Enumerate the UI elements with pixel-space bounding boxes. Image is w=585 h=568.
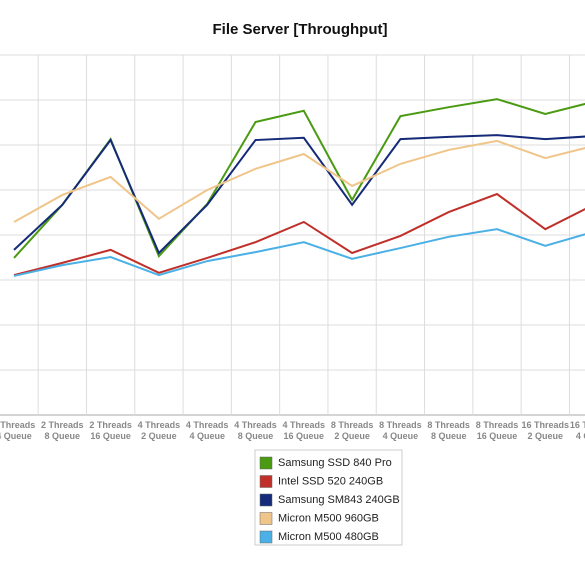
series-line [13, 192, 585, 277]
x-tick-label: 2 Threads 16 Queue [89, 420, 132, 441]
legend-label: Samsung SSD 840 Pro [278, 457, 392, 469]
series-line [13, 98, 585, 259]
x-tick-label: 4 Threads 4 Queue [186, 420, 229, 441]
x-tick-label: 8 Threads 16 Queue [476, 420, 519, 441]
legend-swatch [259, 512, 273, 525]
legend-label: Intel SSD 520 240GB [278, 475, 383, 487]
x-tick-label: 4 Threads 16 Queue [283, 420, 326, 441]
legend-swatch [259, 530, 273, 544]
x-tick-label: 8 Threads 2 Queue [331, 420, 374, 441]
legend-swatch [259, 493, 273, 507]
x-tick-label: 8 Threads 8 Queue [427, 420, 470, 441]
x-tick-label: 4 Threads 2 Queue [138, 420, 181, 441]
series-line [13, 134, 585, 255]
legend-label: Micron M500 960GB [278, 512, 379, 524]
legend-box [254, 449, 403, 546]
x-tick-label: 16 Threads 2 Queue [522, 420, 570, 441]
x-tick-label: 8 Threads 4 Queue [379, 420, 422, 441]
x-tick-label: 4 Threads 8 Queue [234, 420, 277, 441]
legend: Samsung SSD 840 Pro Intel SSD 520 240GB Sa… [254, 449, 403, 546]
series-line [13, 228, 585, 277]
series-line [13, 139, 585, 223]
legend-swatch [259, 456, 273, 470]
chart-title: File Server [Throughput] [212, 21, 387, 38]
legend-label: Samsung SM843 240GB [278, 494, 400, 506]
legend-swatch [259, 475, 273, 488]
legend-label: Micron M500 480GB [278, 531, 379, 543]
x-tick-label: 2 Threads 8 Queue [41, 420, 84, 441]
